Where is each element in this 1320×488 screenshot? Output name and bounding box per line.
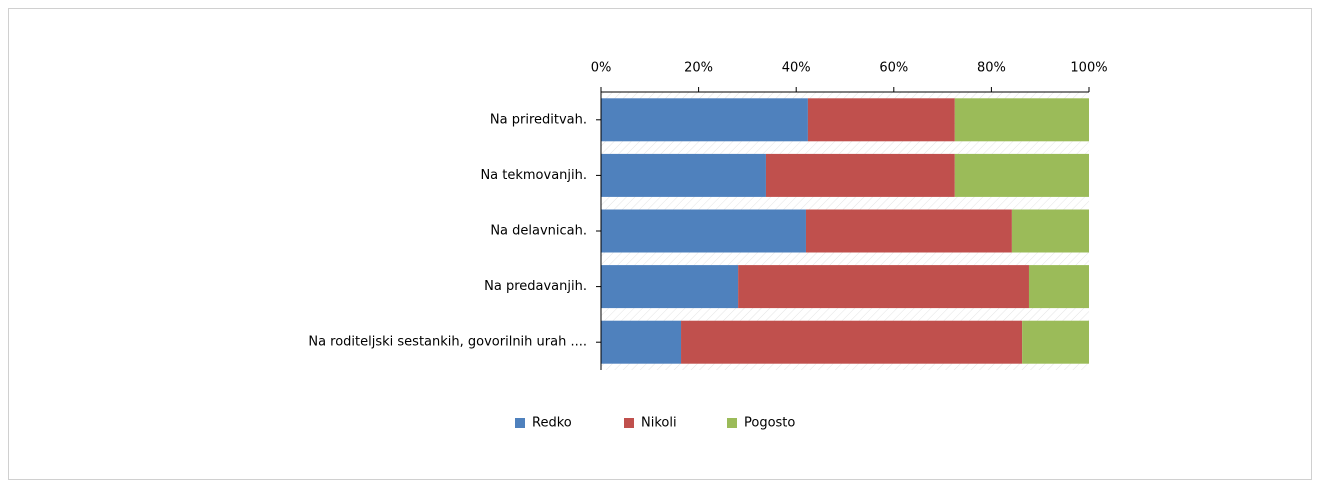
y-tick-label: Na roditeljski sestankih, govorilnih ura… xyxy=(308,335,587,350)
y-tick-label: Na predavanjih. xyxy=(484,279,587,294)
bar-segment xyxy=(601,320,682,364)
bar-segment xyxy=(601,265,739,309)
x-tick-label: 0% xyxy=(591,61,612,76)
bar-segment xyxy=(601,209,806,253)
legend-swatch xyxy=(624,418,634,428)
y-tick-label: Na delavnicah. xyxy=(490,224,587,239)
x-tick-label: 40% xyxy=(782,61,811,76)
legend-label: Pogosto xyxy=(744,416,795,431)
y-tick-label: Na prireditvah. xyxy=(490,112,587,127)
bar-segment xyxy=(954,98,1089,142)
x-tick-label: 80% xyxy=(977,61,1006,76)
x-tick-label: 20% xyxy=(684,61,713,76)
bar-segment xyxy=(1022,320,1089,364)
legend-label: Redko xyxy=(532,416,572,431)
legend-swatch xyxy=(515,418,525,428)
legend-label: Nikoli xyxy=(641,416,677,431)
bar-segment xyxy=(1028,265,1089,309)
bar-segment xyxy=(954,153,1089,197)
bar-segment xyxy=(807,98,955,142)
legend-swatch xyxy=(727,418,737,428)
bar-segment xyxy=(765,153,955,197)
bar-segment xyxy=(601,153,766,197)
x-tick-label: 100% xyxy=(1070,61,1107,76)
bar-segment xyxy=(738,265,1029,309)
bar-segment xyxy=(805,209,1012,253)
bar-segment xyxy=(1011,209,1089,253)
bar-segment xyxy=(681,320,1023,364)
y-tick-label: Na tekmovanjih. xyxy=(480,168,587,183)
x-tick-label: 60% xyxy=(879,61,908,76)
bar-segment xyxy=(601,98,808,142)
